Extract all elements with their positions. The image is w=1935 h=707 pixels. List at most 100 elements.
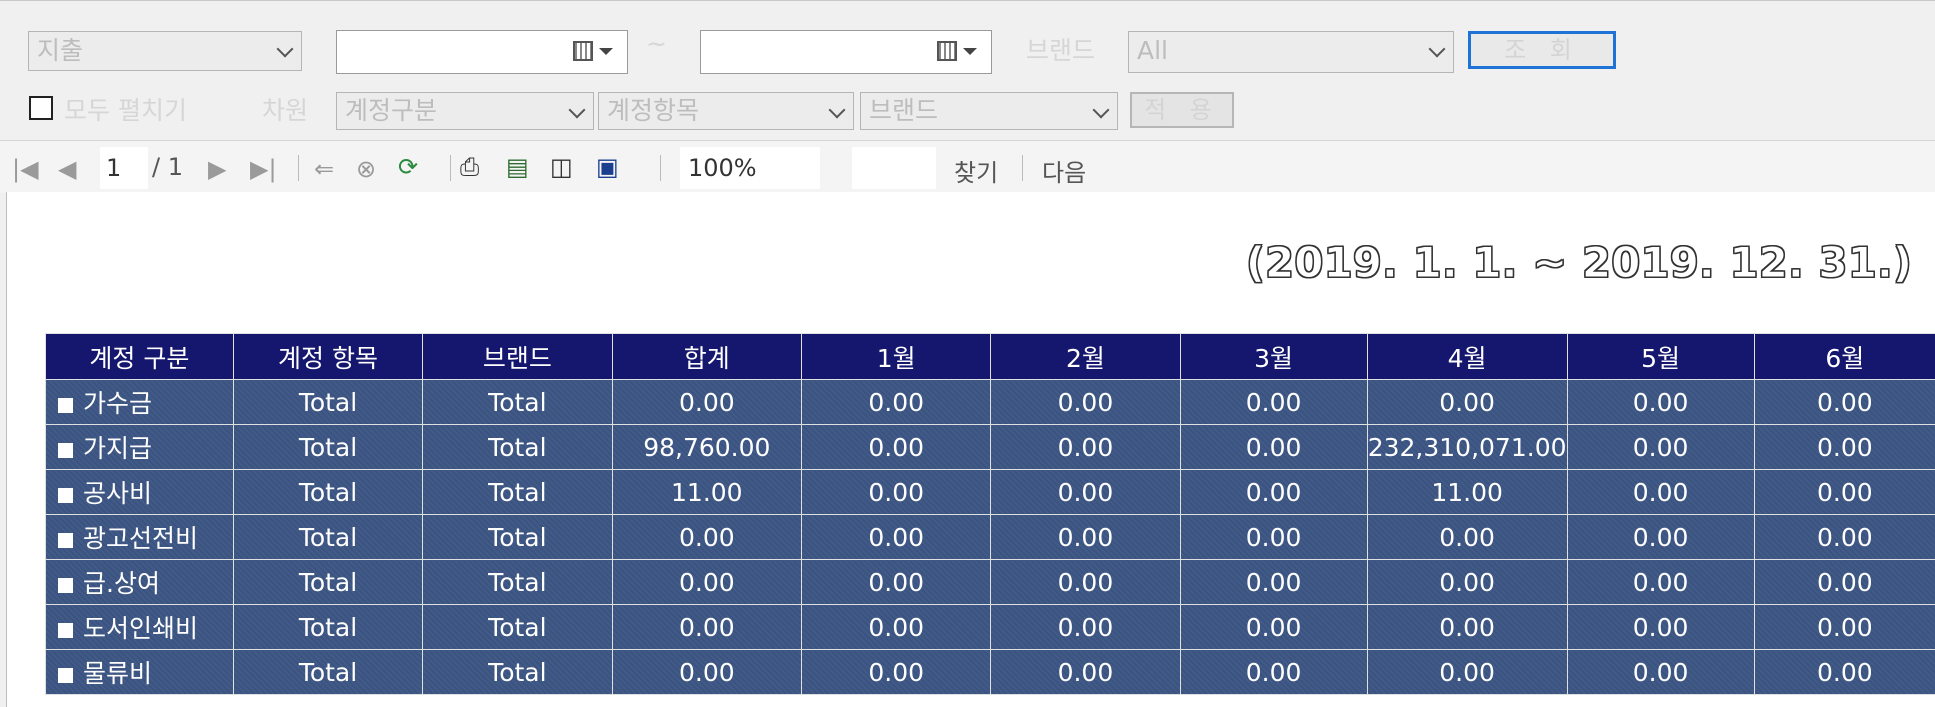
month-cell: 0.00 xyxy=(802,380,991,425)
type-select[interactable]: 지출 xyxy=(28,31,302,71)
find-input[interactable] xyxy=(852,147,936,189)
dimension-select-1[interactable]: 계정구분 xyxy=(336,92,594,130)
expense-table: 계정 구분 계정 항목 브랜드 합계 1월 2월 3월 4월 5월 6월 가수금… xyxy=(45,333,1935,695)
month-cell: 0.00 xyxy=(1367,605,1567,650)
item-cell: Total xyxy=(233,470,422,515)
dropdown-arrow-icon[interactable] xyxy=(963,48,977,55)
month-cell: 0.00 xyxy=(1367,380,1567,425)
column-header: 1월 xyxy=(802,334,991,380)
toolbar-divider xyxy=(660,155,661,181)
account-cell[interactable]: 도서인쇄비 xyxy=(46,605,234,650)
report-period: (2019. 1. 1. ~ 2019. 12. 31.) xyxy=(1246,238,1912,287)
month-cell: 0.00 xyxy=(802,560,991,605)
item-cell: Total xyxy=(233,380,422,425)
dimension-select-3[interactable]: 브랜드 xyxy=(860,92,1118,130)
month-cell: 11.00 xyxy=(1367,470,1567,515)
date-from-field[interactable] xyxy=(336,30,628,74)
table-row: 가수금 Total Total 0.00 0.00 0.00 0.00 0.00… xyxy=(46,380,1935,425)
account-cell[interactable]: 공사비 xyxy=(46,470,234,515)
month-cell: 0.00 xyxy=(1180,650,1367,695)
expand-toggle-icon[interactable] xyxy=(58,668,73,683)
date-range-tilde: ~ xyxy=(646,29,667,58)
next-link[interactable]: 다음 xyxy=(1042,153,1086,188)
table-row: 급.상여 Total Total 0.00 0.00 0.00 0.00 0.0… xyxy=(46,560,1935,605)
column-header: 2월 xyxy=(991,334,1180,380)
stop-icon[interactable]: ⊗ xyxy=(356,155,376,183)
apply-button[interactable]: 적 용 xyxy=(1130,92,1234,128)
expand-toggle-icon[interactable] xyxy=(58,488,73,503)
account-name: 가수금 xyxy=(83,389,152,418)
table-header-row: 계정 구분 계정 항목 브랜드 합계 1월 2월 3월 4월 5월 6월 xyxy=(46,334,1935,380)
table-row: 도서인쇄비 Total Total 0.00 0.00 0.00 0.00 0.… xyxy=(46,605,1935,650)
print-icon[interactable]: ⎙ xyxy=(460,153,479,181)
total-cell: 98,760.00 xyxy=(612,425,802,470)
refresh-icon[interactable]: ⟳ xyxy=(398,153,418,181)
back-icon[interactable]: ⇐ xyxy=(314,155,334,183)
month-cell: 0.00 xyxy=(1754,380,1935,425)
account-cell[interactable]: 가지급 xyxy=(46,425,234,470)
column-header: 5월 xyxy=(1567,334,1754,380)
filter-panel: 지출 ~ 브랜드 All 조 회 모두 펼치기 차원 계정구분 계정항목 브랜드… xyxy=(0,0,1935,137)
toolbar-divider xyxy=(1022,155,1023,181)
calendar-icon[interactable] xyxy=(573,41,593,61)
month-cell: 0.00 xyxy=(1567,650,1754,695)
month-cell: 0.00 xyxy=(1567,425,1754,470)
search-button[interactable]: 조 회 xyxy=(1468,31,1616,69)
first-page-icon[interactable]: |◀ xyxy=(12,155,39,183)
month-cell: 0.00 xyxy=(991,605,1180,650)
page-setup-icon[interactable]: ◫ xyxy=(550,153,573,181)
table-row: 물류비 Total Total 0.00 0.00 0.00 0.00 0.00… xyxy=(46,650,1935,695)
last-page-icon[interactable]: ▶| xyxy=(250,155,277,183)
find-link[interactable]: 찾기 xyxy=(954,153,998,188)
account-cell[interactable]: 급.상여 xyxy=(46,560,234,605)
account-cell[interactable]: 가수금 xyxy=(46,380,234,425)
expand-all-checkbox[interactable] xyxy=(29,96,53,120)
dimension-select-2[interactable]: 계정항목 xyxy=(598,92,854,130)
expand-toggle-icon[interactable] xyxy=(58,533,73,548)
item-cell: Total xyxy=(233,515,422,560)
page-number-input[interactable]: 1 xyxy=(100,147,148,189)
account-name: 광고선전비 xyxy=(83,524,198,553)
month-cell: 0.00 xyxy=(1180,560,1367,605)
next-page-icon[interactable]: ▶ xyxy=(208,155,226,183)
expand-toggle-icon[interactable] xyxy=(58,623,73,638)
month-cell: 0.00 xyxy=(1180,425,1367,470)
export-icon[interactable]: ▣ xyxy=(596,153,619,181)
month-cell: 0.00 xyxy=(1754,605,1935,650)
account-name: 공사비 xyxy=(83,479,152,508)
brand-select[interactable]: All xyxy=(1128,31,1454,73)
brand-cell: Total xyxy=(423,515,612,560)
brand-cell: Total xyxy=(423,560,612,605)
month-cell: 0.00 xyxy=(991,560,1180,605)
expand-toggle-icon[interactable] xyxy=(58,578,73,593)
item-cell: Total xyxy=(233,560,422,605)
expand-toggle-icon[interactable] xyxy=(58,443,73,458)
month-cell: 0.00 xyxy=(1567,470,1754,515)
item-cell: Total xyxy=(233,650,422,695)
month-cell: 0.00 xyxy=(802,650,991,695)
month-cell: 0.00 xyxy=(1180,470,1367,515)
month-cell: 0.00 xyxy=(802,605,991,650)
date-to-field[interactable] xyxy=(700,30,992,74)
dropdown-arrow-icon[interactable] xyxy=(599,48,613,55)
month-cell: 0.00 xyxy=(991,515,1180,560)
dimension-select-3-value: 브랜드 xyxy=(869,96,938,125)
account-name: 급.상여 xyxy=(83,569,160,598)
account-cell[interactable]: 물류비 xyxy=(46,650,234,695)
account-cell[interactable]: 광고선전비 xyxy=(46,515,234,560)
brand-cell: Total xyxy=(423,470,612,515)
page-layout-icon[interactable]: ▤ xyxy=(506,153,529,181)
table-row: 가지급 Total Total 98,760.00 0.00 0.00 0.00… xyxy=(46,425,1935,470)
month-cell: 0.00 xyxy=(1754,650,1935,695)
brand-select-value: All xyxy=(1137,36,1168,65)
previous-page-icon[interactable]: ◀ xyxy=(58,155,76,183)
month-cell: 0.00 xyxy=(1567,605,1754,650)
total-cell: 11.00 xyxy=(612,470,802,515)
zoom-input[interactable]: 100% xyxy=(680,147,820,189)
month-cell: 0.00 xyxy=(802,425,991,470)
calendar-icon[interactable] xyxy=(937,41,957,61)
expand-toggle-icon[interactable] xyxy=(58,398,73,413)
month-cell: 0.00 xyxy=(1367,515,1567,560)
table-row: 공사비 Total Total 11.00 0.00 0.00 0.00 11.… xyxy=(46,470,1935,515)
brand-cell: Total xyxy=(423,605,612,650)
